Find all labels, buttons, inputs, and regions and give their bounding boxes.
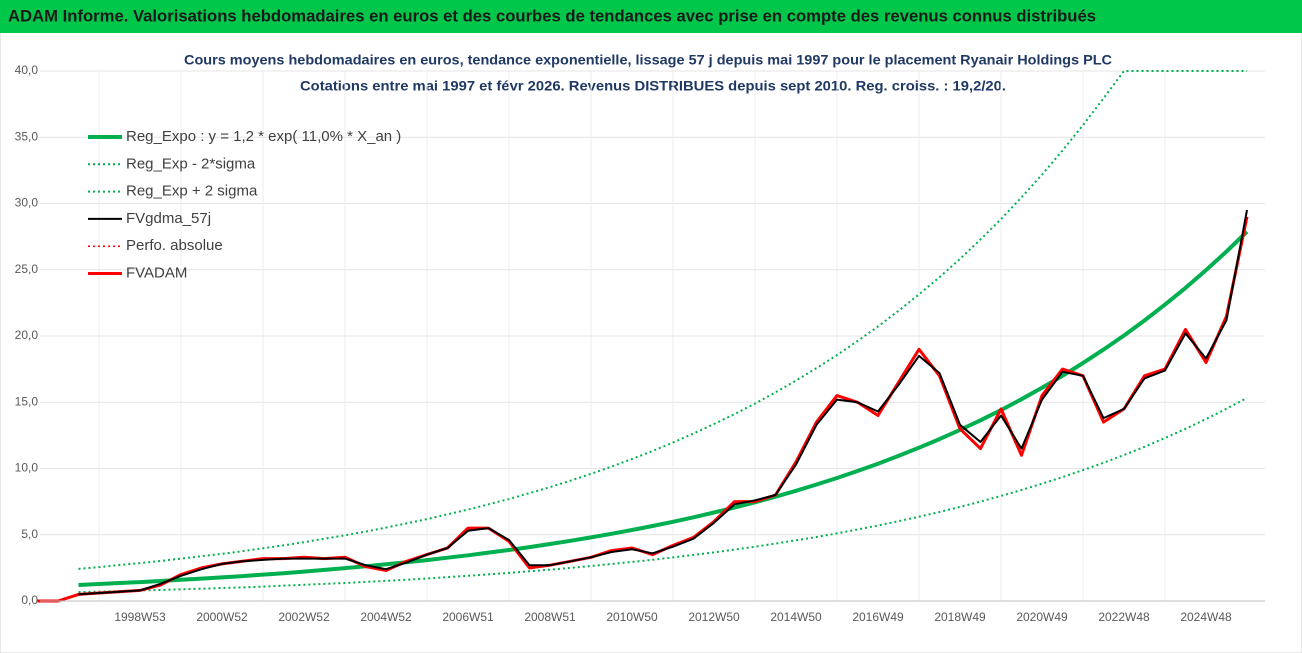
x-tick-label: 2000W52 bbox=[196, 610, 248, 624]
x-tick-label: 2024W48 bbox=[1180, 610, 1232, 624]
legend-label: FVADAM bbox=[126, 264, 187, 281]
x-tick-label: 2018W49 bbox=[934, 610, 986, 624]
legend-label: Reg_Expo : y = 1,2 * exp( 11,0% * X_an ) bbox=[126, 128, 401, 145]
y-tick-label: 40,0 bbox=[15, 63, 39, 77]
header-bar bbox=[0, 0, 1302, 33]
header-title: ADAM Informe. Valorisations hebdomadaire… bbox=[8, 6, 1096, 25]
legend-label: Reg_Exp - 2*sigma bbox=[126, 155, 256, 172]
y-tick-label: 20,0 bbox=[15, 328, 39, 342]
legend-label: Perfo. absolue bbox=[126, 237, 223, 254]
x-tick-label: 2010W50 bbox=[606, 610, 658, 624]
x-tick-label: 2014W50 bbox=[770, 610, 822, 624]
x-tick-label: 2020W49 bbox=[1016, 610, 1068, 624]
y-tick-label: 15,0 bbox=[15, 394, 39, 408]
x-tick-label: 2022W48 bbox=[1098, 610, 1150, 624]
y-tick-label: 25,0 bbox=[15, 262, 39, 276]
series-line bbox=[78, 209, 1248, 596]
x-tick-label: 2004W52 bbox=[360, 610, 412, 624]
x-tick-label: 2016W49 bbox=[852, 610, 904, 624]
y-tick-label: 10,0 bbox=[15, 461, 39, 475]
series-line bbox=[78, 70, 1247, 570]
x-tick-label: 2006W51 bbox=[442, 610, 494, 624]
y-tick-label: 0,0 bbox=[21, 593, 38, 607]
y-tick-label: 5,0 bbox=[21, 527, 38, 541]
y-tick-label: 35,0 bbox=[15, 129, 39, 143]
chart-subtitle: Cotations entre mai 1997 et févr 2026. R… bbox=[300, 78, 1006, 94]
x-tick-label: 2012W50 bbox=[688, 610, 740, 624]
x-tick-label: 2008W51 bbox=[524, 610, 576, 624]
y-tick-label: 30,0 bbox=[15, 196, 39, 210]
x-tick-label: 1998W53 bbox=[114, 610, 166, 624]
series-line bbox=[78, 397, 1248, 594]
legend-label: FVgdma_57j bbox=[126, 210, 211, 227]
chart-title: Cours moyens hebdomadaires en euros, ten… bbox=[184, 52, 1112, 68]
x-tick-label: 2002W52 bbox=[278, 610, 330, 624]
legend-label: Reg_Exp + 2 sigma bbox=[126, 183, 258, 200]
